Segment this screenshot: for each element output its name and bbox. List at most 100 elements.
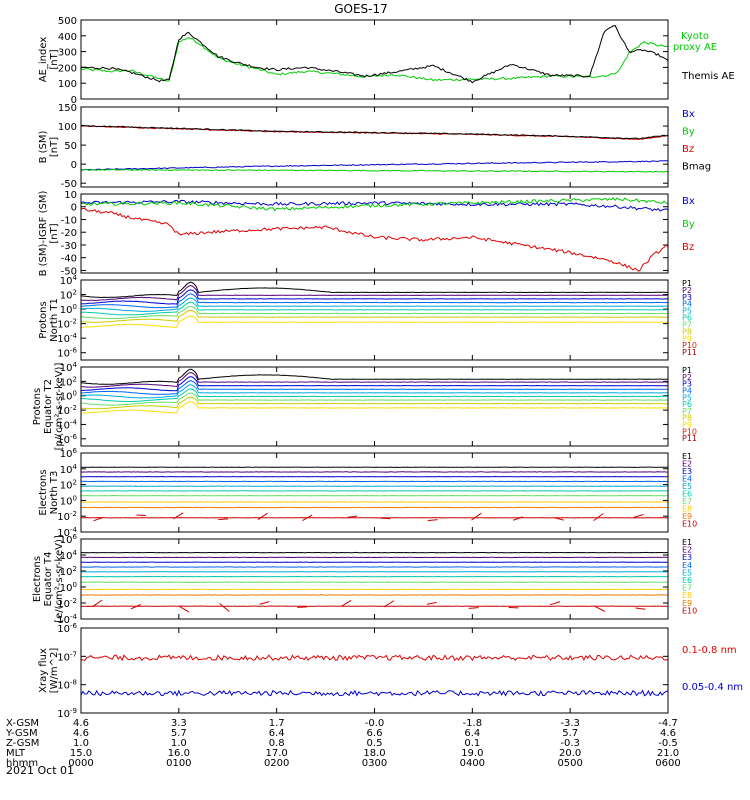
plot-area bbox=[81, 25, 668, 84]
e10-segment bbox=[593, 513, 604, 522]
e10-segment bbox=[136, 514, 147, 517]
y-axis-label: [W/m^2] bbox=[49, 648, 60, 694]
panel-frame bbox=[80, 627, 669, 714]
series-line-bx bbox=[81, 199, 668, 212]
x-column-value: 6.6 bbox=[367, 728, 383, 739]
y-tick-label: 100 bbox=[60, 494, 77, 507]
e10-segment bbox=[93, 516, 104, 522]
legend-label: P11 bbox=[682, 348, 697, 357]
y-tick-label: 102 bbox=[60, 289, 77, 302]
plot-area bbox=[81, 368, 668, 414]
x-column-value: 1.0 bbox=[171, 738, 187, 749]
legend-label: P5 bbox=[682, 307, 692, 316]
plot-area bbox=[81, 654, 668, 697]
legend-label: Bz bbox=[682, 144, 694, 155]
x-column-value: 0400 bbox=[460, 758, 485, 769]
legend-label: P11 bbox=[682, 434, 697, 443]
y-axis-label: [nT] bbox=[49, 49, 60, 69]
e10-segment bbox=[259, 601, 270, 605]
e10-segment bbox=[257, 512, 268, 521]
y-tick-label: 10-6 bbox=[57, 622, 77, 635]
y-axis-label: Equator T4 bbox=[43, 552, 54, 607]
series-line-bmag bbox=[81, 124, 668, 140]
series-line-p8 bbox=[81, 310, 668, 323]
y-tick-label: 400 bbox=[58, 32, 77, 43]
x-column-value: 0.5 bbox=[367, 738, 383, 749]
legend-label: P3 bbox=[682, 380, 692, 389]
series-line-bz bbox=[81, 125, 668, 141]
legend-label: P6 bbox=[682, 400, 692, 409]
series-line-p2 bbox=[81, 284, 668, 301]
y-tick-label: 104 bbox=[60, 463, 78, 476]
y-axis-label: Xray flux bbox=[38, 648, 49, 693]
y-tick-label: 10 bbox=[64, 190, 77, 201]
e10-segment bbox=[471, 512, 482, 521]
y-tick-label: 200 bbox=[58, 63, 77, 74]
e10-segment bbox=[633, 514, 644, 518]
x-column-value: 0.8 bbox=[269, 738, 285, 749]
panel-frame bbox=[80, 193, 669, 274]
e10-segment bbox=[347, 515, 358, 518]
series-line-p4 bbox=[81, 293, 668, 309]
y-tick-label: 100 bbox=[60, 390, 77, 403]
legend-label: E5 bbox=[682, 568, 692, 577]
y-tick-label: 104 bbox=[60, 361, 78, 374]
panel-frame bbox=[80, 279, 669, 361]
legend-label: P7 bbox=[682, 320, 692, 329]
legend-label: P8 bbox=[682, 327, 692, 336]
y-tick-label: 0 bbox=[71, 160, 77, 171]
legend-label: P2 bbox=[682, 373, 692, 382]
e10-segment bbox=[219, 603, 230, 612]
legend-label: P6 bbox=[682, 314, 692, 323]
legend-label: P4 bbox=[682, 300, 692, 309]
y-tick-label: 10-4 bbox=[57, 332, 77, 345]
legend-label: 0.1-0.8 nm bbox=[682, 645, 737, 656]
x-row-label: hhmm bbox=[6, 758, 38, 769]
legend-label: E3 bbox=[682, 553, 692, 562]
legend-label: E8 bbox=[682, 505, 692, 514]
panel-frame bbox=[80, 19, 669, 100]
x-column-value: 0200 bbox=[264, 758, 289, 769]
y-tick-label: 10-6 bbox=[57, 433, 77, 446]
y-tick-label: -40 bbox=[61, 254, 77, 265]
plot-area bbox=[81, 281, 668, 328]
x-column-value: 0500 bbox=[557, 758, 582, 769]
legend-label: E10 bbox=[682, 606, 697, 615]
x-column-value: 18.0 bbox=[363, 748, 385, 759]
legend-label: Themis AE bbox=[681, 71, 735, 82]
legend-label: By bbox=[682, 219, 695, 230]
legend-label: P4 bbox=[682, 386, 692, 395]
series-line-p1 bbox=[81, 368, 668, 385]
x-column-value: 5.7 bbox=[171, 728, 187, 739]
legend-label: proxy AE bbox=[673, 42, 717, 53]
e10-segment bbox=[179, 605, 190, 613]
x-column-value: 0000 bbox=[68, 758, 93, 769]
legend-label: Bz bbox=[682, 242, 694, 253]
y-tick-label: 10-8 bbox=[57, 679, 77, 692]
e10-segment bbox=[130, 604, 141, 610]
legend-label: E6 bbox=[682, 576, 692, 585]
legend-label: E4 bbox=[682, 475, 692, 484]
legend-label: E8 bbox=[682, 591, 692, 600]
legend-label: P7 bbox=[682, 407, 692, 416]
y-tick-label: 50 bbox=[64, 141, 77, 152]
e10-segment bbox=[594, 605, 606, 612]
legend-label: Kyoto bbox=[681, 31, 709, 42]
e10-segment bbox=[468, 607, 479, 609]
x-column-value: 4.6 bbox=[73, 718, 89, 729]
y-axis-label: AE_index bbox=[38, 37, 49, 83]
x-row-label: Y-GSM bbox=[5, 728, 38, 739]
y-axis-label: [p/(cm²-s-sr-keV)] bbox=[54, 363, 65, 451]
y-tick-label: 10-4 bbox=[57, 526, 77, 539]
x-column-value: 15.0 bbox=[70, 748, 92, 759]
y-tick-label: 10-4 bbox=[57, 613, 77, 626]
y-tick-label: -50 bbox=[61, 266, 77, 277]
legend-label: P5 bbox=[682, 393, 692, 402]
panel-frame bbox=[80, 452, 669, 533]
legend-label: P3 bbox=[682, 293, 692, 302]
x-column-value: 4.6 bbox=[73, 728, 89, 739]
y-tick-label: 102 bbox=[60, 375, 77, 388]
